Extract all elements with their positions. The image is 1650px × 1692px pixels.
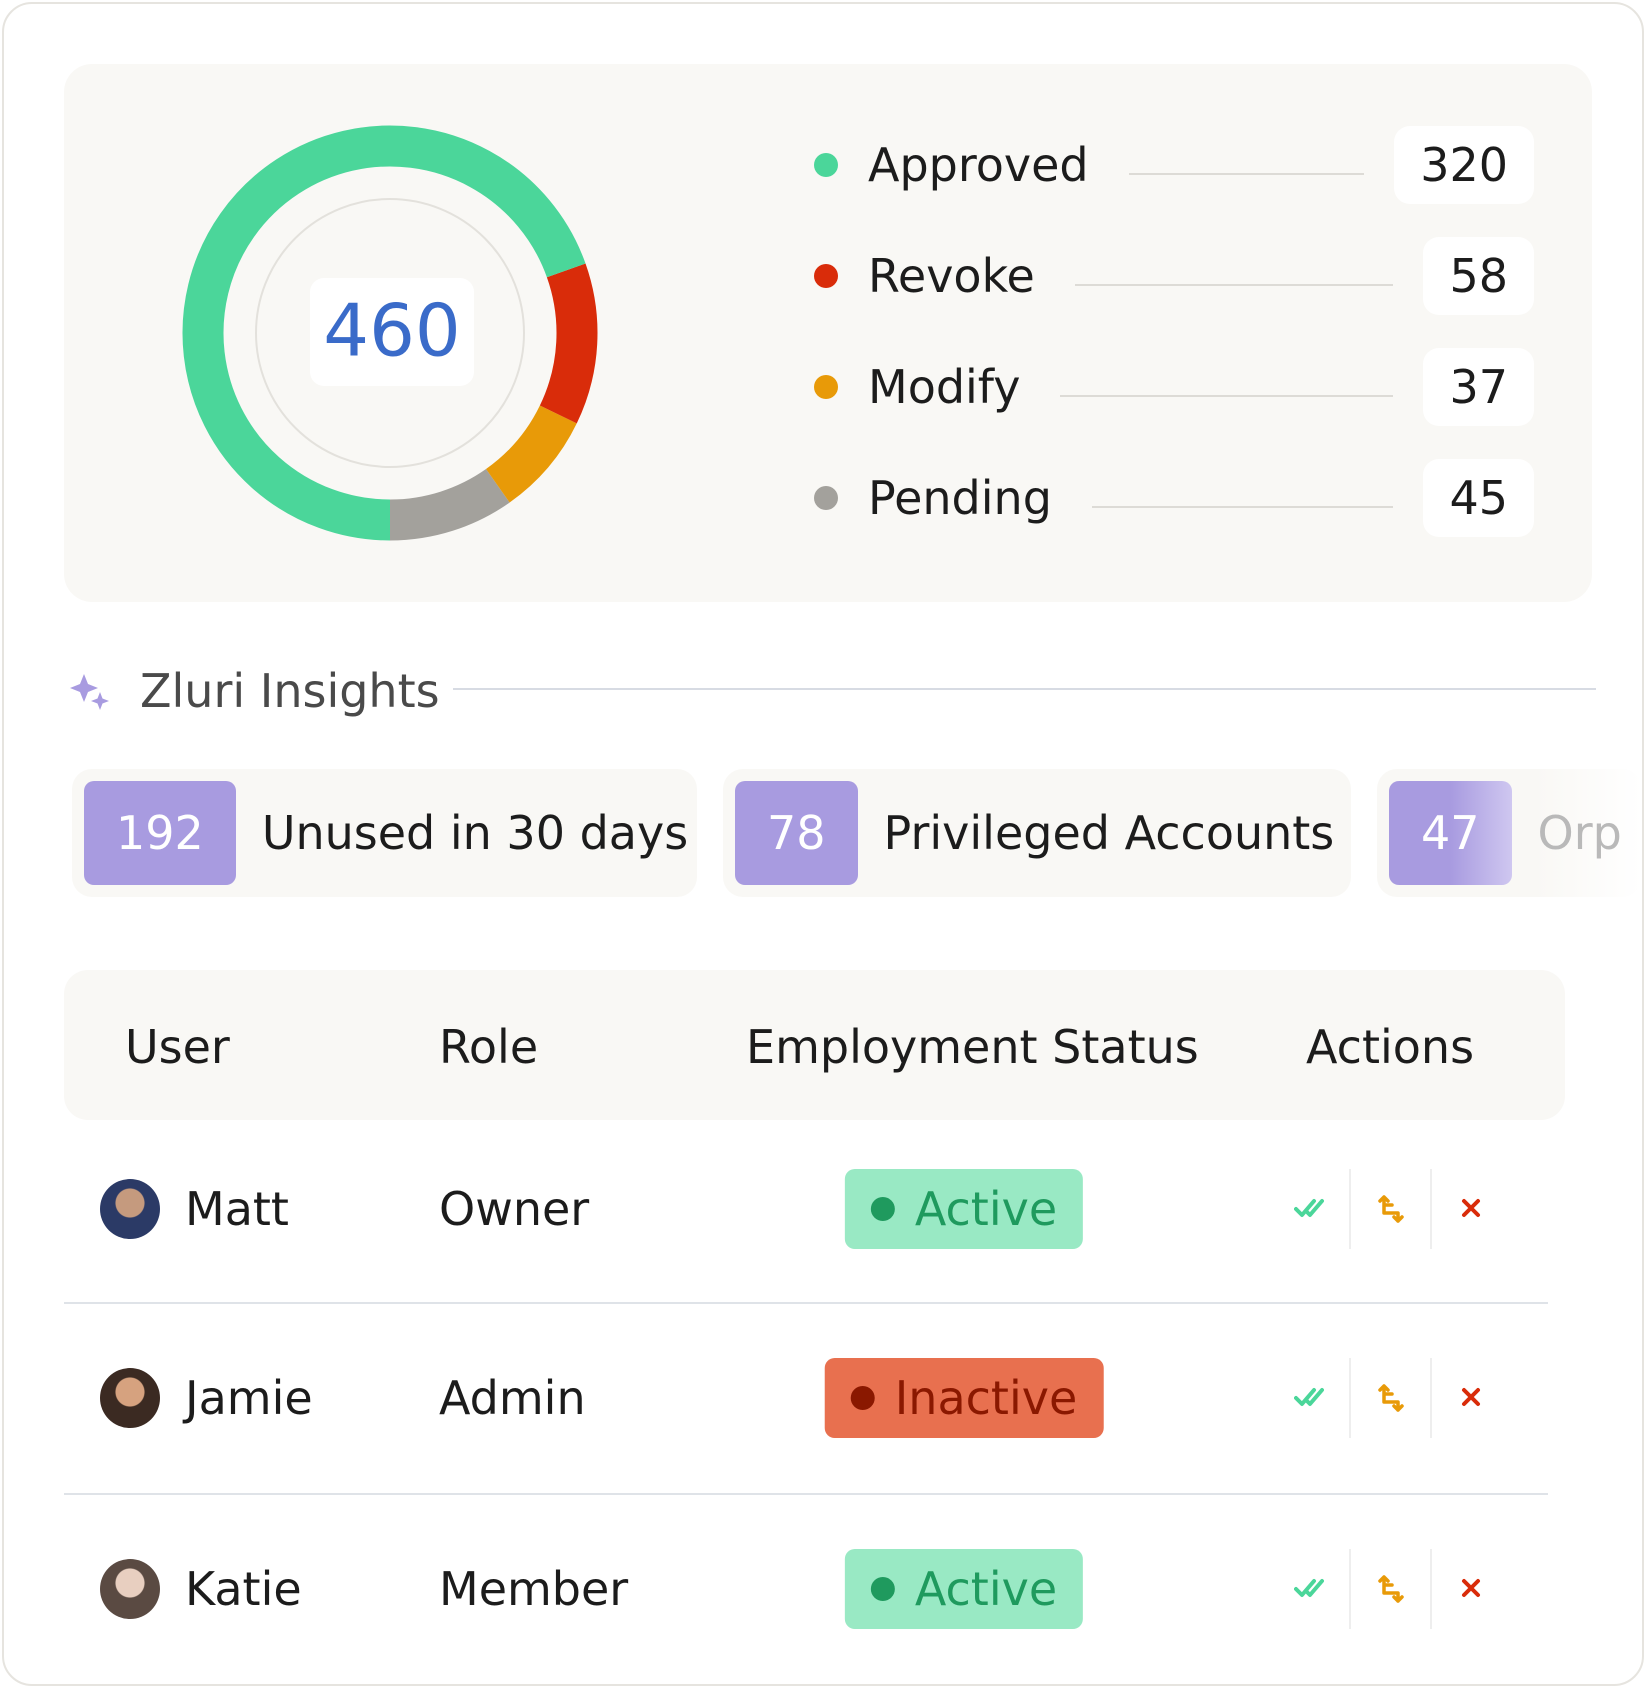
divider [1430,1549,1432,1629]
user-name: Jamie [185,1371,313,1425]
legend-value: 58 [1423,237,1534,315]
modify-button[interactable] [1376,1573,1406,1603]
legend-value: 45 [1423,459,1534,537]
modify-button[interactable] [1376,1193,1406,1223]
icon [1294,1388,1324,1406]
insight-count: 78 [735,781,858,885]
leader-line [1060,395,1394,397]
role: Owner [439,1182,590,1236]
table-header [64,970,1565,1120]
approve-button[interactable] [1294,1382,1324,1412]
avatar [100,1179,160,1239]
icon [1378,1384,1404,1412]
legend-item: Revoke 58 [814,236,1534,316]
icon [1462,1199,1480,1217]
insight-chip[interactable]: 47 Orp [1377,769,1642,897]
legend-value: 320 [1394,126,1534,204]
icon [1378,1195,1404,1223]
status-dot [870,1577,895,1601]
insights-title: Zluri Insights [140,664,440,718]
divider [453,688,1596,690]
row-separator [64,1302,1548,1304]
divider [1349,1169,1351,1249]
divider [1349,1549,1351,1629]
divider [1349,1358,1351,1438]
legend-label: Pending [868,471,1052,525]
status-label: Inactive [894,1371,1078,1425]
divider [1430,1169,1432,1249]
total-box [310,278,474,386]
legend-dot [814,486,838,510]
modify-button[interactable] [1376,1382,1406,1412]
donut-chart: 460 [182,125,598,541]
row-separator [64,1493,1548,1495]
legend-item: Approved 320 [814,125,1534,205]
icon [1378,1575,1404,1603]
insight-label: Privileged Accounts [883,806,1335,860]
legend-dot [814,153,838,177]
donut-segment [539,263,598,424]
revoke-button[interactable] [1456,1573,1486,1603]
user-name: Katie [185,1562,302,1616]
insight-chip[interactable]: 192 Unused in 30 days [72,769,697,897]
user-name: Matt [185,1182,289,1236]
avatar [100,1368,160,1428]
divider [1430,1358,1432,1438]
approve-button[interactable] [1294,1193,1324,1223]
status-badge: Active [844,1549,1084,1629]
revoke-button[interactable] [1456,1193,1486,1223]
status-badge: Active [844,1169,1084,1249]
revoke-button[interactable] [1456,1382,1486,1412]
leader-line [1091,506,1394,508]
legend-item: Modify 37 [814,347,1534,427]
inner-ring [255,198,525,468]
leader-line [1074,284,1394,286]
status-dot [870,1197,895,1221]
legend-label: Revoke [868,249,1035,303]
donut-segment [182,125,586,541]
legend-dot [814,264,838,288]
legend-dot [814,375,838,399]
status-badge: Inactive [824,1358,1104,1438]
column-header: Actions [1306,1020,1475,1074]
status-dot [850,1386,875,1410]
insight-label: Orp [1537,806,1622,860]
icon [1294,1579,1324,1597]
avatar [100,1559,160,1619]
leader-line [1128,173,1365,175]
icon [1462,1388,1480,1406]
legend-label: Modify [868,360,1021,414]
column-header: Role [439,1020,539,1074]
legend-item: Pending 45 [814,458,1534,538]
insight-label: Unused in 30 days [261,806,689,860]
insight-count: 192 [84,781,236,885]
column-header: User [125,1020,230,1074]
donut-segment [485,405,577,503]
icon [1462,1579,1480,1597]
role: Member [439,1562,629,1616]
status-label: Active [914,1562,1058,1616]
donut-segment [389,468,510,541]
insight-count: 47 [1389,781,1512,885]
approve-button[interactable] [1294,1573,1324,1603]
insight-chip[interactable]: 78 Privileged Accounts [723,769,1351,897]
total: 460 [323,289,460,373]
role: Admin [439,1371,586,1425]
column-header: Employment Status [746,1020,1199,1074]
status-label: Active [914,1182,1058,1236]
legend-value: 37 [1423,348,1534,426]
legend-label: Approved [868,138,1089,192]
icon [1294,1199,1324,1217]
sparkle-icon [70,674,109,710]
